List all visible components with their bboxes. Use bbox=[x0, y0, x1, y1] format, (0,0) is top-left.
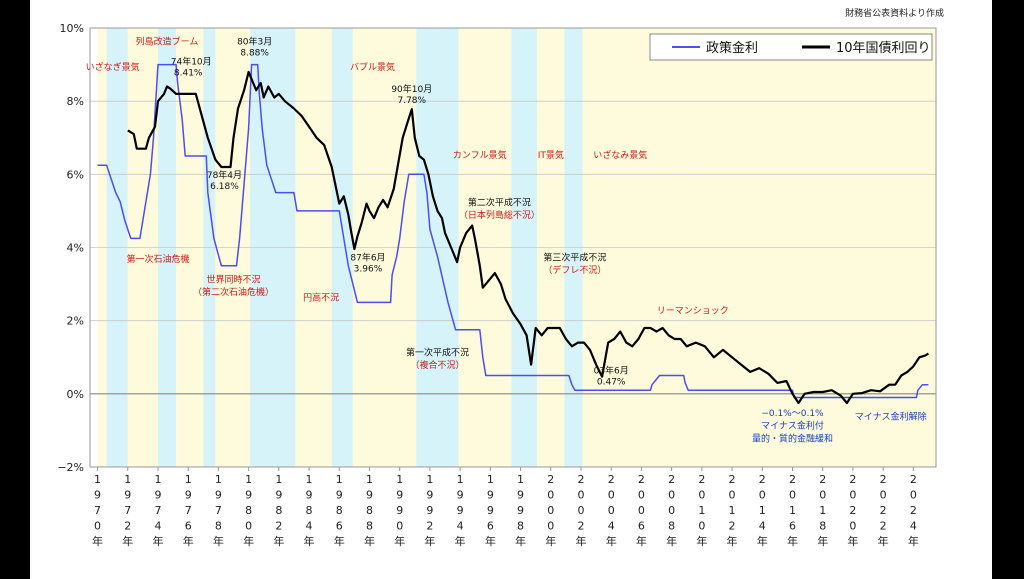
annotation: 03年6月 bbox=[594, 365, 629, 377]
y-tick-label: 10% bbox=[60, 22, 84, 35]
annotation: 80年3月 bbox=[237, 35, 272, 47]
annotation: 列島改造ブーム bbox=[136, 35, 199, 47]
annotation: カンフル景気 bbox=[453, 149, 507, 161]
annotation: 量的・質的金融緩和 bbox=[752, 432, 833, 444]
annotation: 6.18% bbox=[210, 182, 239, 192]
annotation: 世界同時不況 bbox=[207, 273, 261, 285]
annotation: 74年10月 bbox=[171, 56, 212, 68]
annotation: −0.1%～0.1% bbox=[761, 409, 824, 419]
legend-label: 10年国債利回り bbox=[836, 41, 931, 56]
annotation: IT景気 bbox=[538, 149, 564, 161]
annotation: 0.47% bbox=[597, 378, 626, 388]
annotation: 第一次平成不況 bbox=[406, 346, 469, 358]
y-tick-label: 6% bbox=[67, 168, 84, 181]
interest-rate-chart: 10% 8% 6% 4% 2% 0% −2% 1 9 7 0 年 1 9 7 2 年 1 9 7 4 年 1 9 7 6 年 1 9 7 8… bbox=[57, 22, 937, 548]
annotation: 90年10月 bbox=[391, 83, 432, 95]
annotation: いざなみ景気 bbox=[593, 149, 647, 161]
y-tick-label: 2% bbox=[67, 315, 84, 328]
annotation: バブル景気 bbox=[350, 61, 395, 73]
y-tick-label: −2% bbox=[57, 461, 84, 474]
annotation: リーマンショック bbox=[657, 305, 729, 316]
annotation: （デフレ不況） bbox=[543, 264, 606, 276]
annotation: 円高不況 bbox=[303, 292, 339, 304]
annotation: （複合不況） bbox=[410, 359, 464, 371]
annotation: 第二次平成不況 bbox=[468, 196, 531, 208]
plot-border bbox=[89, 27, 937, 468]
source-note: 財務省公表資料より作成 bbox=[845, 9, 944, 19]
annotation: 87年6月 bbox=[350, 251, 385, 263]
annotation: マイナス金利解除 bbox=[855, 410, 927, 422]
annotation: 第一次石油危機 bbox=[126, 253, 189, 265]
y-tick-label: 8% bbox=[67, 95, 84, 108]
y-tick-label: 0% bbox=[67, 388, 84, 401]
legend-label: 政策金利 bbox=[706, 40, 758, 56]
chart-panel: 財務省公表資料より作成 10% 8% 6% 4% 2% 0% −2% 1 9 7 0 年 1 9 7 2 年 1 9… bbox=[30, 0, 992, 579]
series-line-policy-rate bbox=[97, 63, 929, 399]
annotation: （第二次石油危機） bbox=[193, 286, 274, 298]
annotation: マイナス金利付 bbox=[761, 420, 824, 432]
annotation: 3.96% bbox=[354, 264, 383, 274]
annotation: いざなぎ景気 bbox=[86, 61, 140, 73]
annotation: 78年4月 bbox=[207, 169, 242, 181]
annotation: 8.41% bbox=[174, 69, 203, 79]
y-tick-label: 4% bbox=[67, 242, 84, 255]
annotation: 8.88% bbox=[240, 48, 269, 58]
annotation: 7.78% bbox=[397, 96, 426, 106]
annotation: 第三次平成不況 bbox=[543, 251, 606, 263]
annotation: （日本列島総不況） bbox=[459, 209, 540, 221]
series-line-10y-yield bbox=[127, 70, 929, 405]
